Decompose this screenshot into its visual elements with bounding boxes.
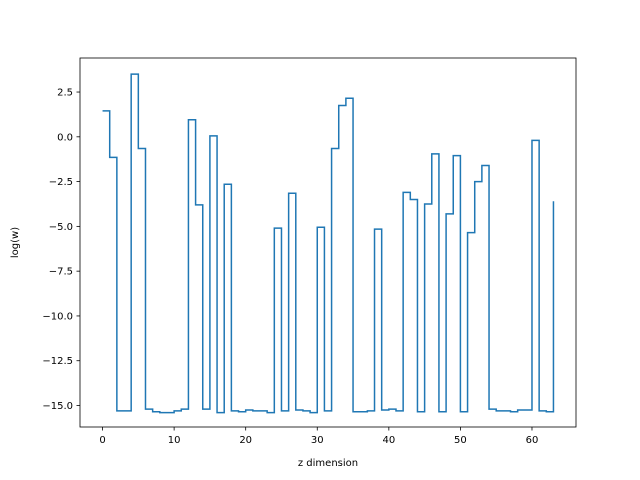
y-tick-label: −2.5 [49, 177, 73, 188]
y-tick-label: −15.0 [42, 401, 73, 412]
y-tick-label: 0.0 [57, 132, 73, 143]
y-axis-label: log(w) [10, 227, 21, 258]
x-tick-label: 40 [382, 435, 395, 446]
x-axis-label: z dimension [298, 458, 358, 469]
y-tick-label: −7.5 [49, 267, 73, 278]
y-axis-ticks: 2.5 0.0 −2.5 −5.0 −7.5 −10.0 −12.5 −15.0 [42, 88, 80, 412]
x-tick-label: 10 [168, 435, 181, 446]
x-tick-label: 50 [454, 435, 467, 446]
y-tick-label: −10.0 [42, 311, 73, 322]
y-tick-label: −12.5 [42, 356, 73, 367]
y-tick-label: −5.0 [49, 222, 73, 233]
x-axis-ticks: 0 10 20 30 40 50 60 [99, 427, 538, 446]
series-line-0 [102, 73, 555, 414]
x-tick-label: 0 [99, 435, 105, 446]
axes-frame [79, 57, 577, 428]
x-tick-label: 20 [239, 435, 252, 446]
x-tick-label: 30 [311, 435, 324, 446]
plot-area [102, 73, 555, 414]
y-tick-label: 2.5 [57, 88, 73, 99]
x-tick-label: 60 [526, 435, 539, 446]
